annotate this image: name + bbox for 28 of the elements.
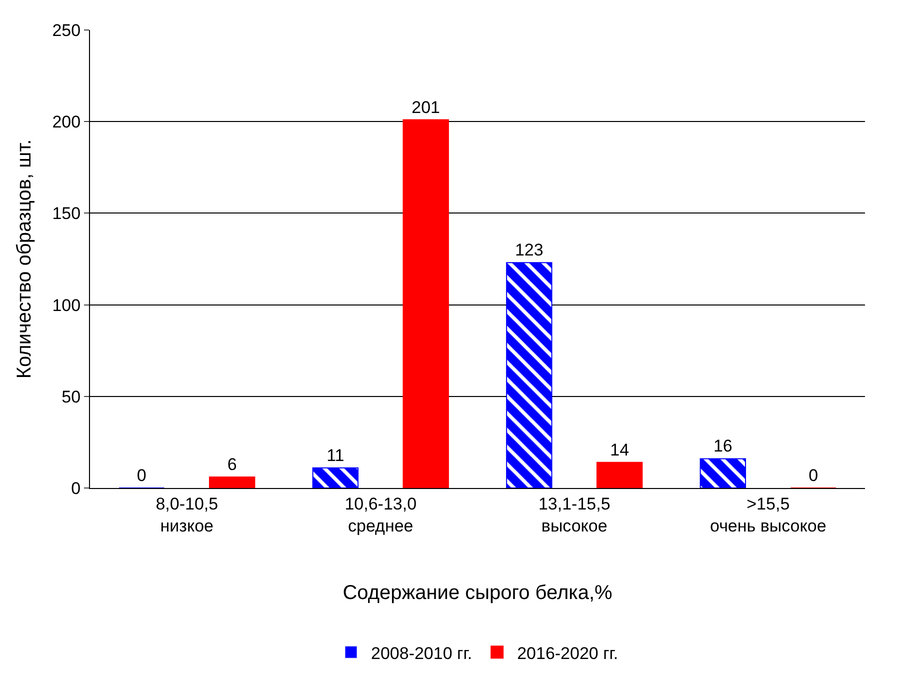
bar (402, 119, 449, 488)
y-tick-label: 200 (52, 112, 81, 132)
data-label: 201 (412, 98, 440, 117)
data-label: 123 (514, 240, 544, 260)
bar (506, 262, 552, 488)
bar (312, 467, 359, 488)
x-tick-label: >15,5 очень высокое (710, 494, 826, 536)
data-label: 14 (610, 440, 630, 460)
x-axis-title: Содержание сырого белка,% (342, 582, 613, 604)
y-axis-title: Количество образцов, шт. (14, 139, 36, 379)
bar (596, 462, 643, 488)
data-label: 0 (808, 466, 818, 485)
data-label: 6 (227, 455, 237, 474)
data-label: 0 (136, 466, 146, 485)
x-tick-label: 13,1-15,5 высокое (538, 494, 610, 536)
bar (208, 476, 256, 488)
y-tick-label: 0 (71, 478, 81, 498)
y-tick-label: 250 (52, 20, 81, 40)
bar (700, 458, 746, 488)
y-tick-label: 50 (62, 387, 81, 406)
y-tick-label: 100 (52, 296, 81, 315)
data-label: 11 (326, 446, 344, 465)
x-tick-label: 8,0-10,5 низкое (156, 494, 218, 536)
x-tick-label: 10,6-13,0 среднее (344, 494, 417, 536)
legend-label: 2008-2010 гг. (371, 644, 472, 663)
y-tick-label: 150 (52, 204, 81, 224)
data-label: 16 (713, 436, 732, 456)
legend-label: 2016-2020 гг. (517, 644, 618, 663)
